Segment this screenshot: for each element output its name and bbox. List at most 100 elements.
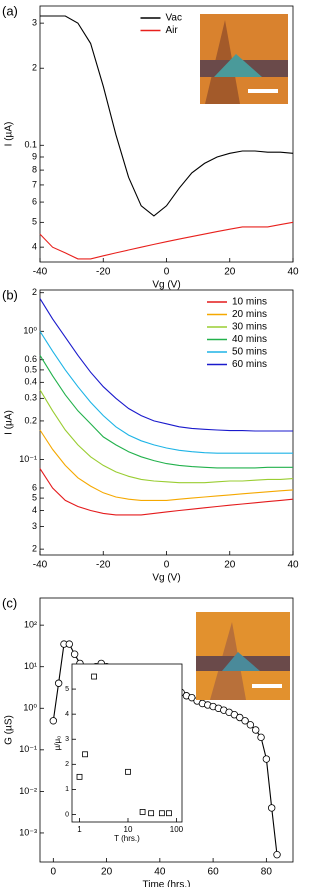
marker (267, 804, 276, 812)
marker (148, 810, 155, 817)
x-tick-label: 20 (224, 560, 236, 571)
y-tick-label: 2 (65, 761, 69, 768)
x-tick-label: -20 (96, 267, 111, 278)
x-axis-label: Vg (V) (152, 280, 180, 291)
y-tick-label: 10⁻³ (19, 827, 37, 837)
scale-bar (252, 684, 282, 688)
x-tick-label: 1 (77, 825, 82, 834)
x-tick-label: 80 (261, 867, 273, 878)
marker (54, 679, 63, 687)
y-tick-label: 0.2 (24, 415, 37, 425)
legend-label: 50 mins (232, 347, 267, 358)
y-tick-label: 3 (32, 521, 37, 531)
scale-bar (248, 89, 278, 93)
series-line (39, 298, 293, 432)
y-tick-label: 10¹ (24, 661, 37, 671)
marker (158, 810, 165, 817)
y-tick-label: 10⁻¹ (19, 454, 37, 464)
x-tick-label: 20 (224, 267, 236, 278)
marker (76, 773, 83, 780)
series-line (39, 389, 294, 484)
series-line (39, 331, 293, 454)
y-tick-label: 4 (65, 711, 69, 718)
y-tick-label: 3 (32, 18, 37, 28)
axes-frame (39, 597, 294, 863)
x-tick-label: 0 (164, 267, 170, 278)
marker (262, 755, 271, 763)
y-tick-label: 5 (32, 492, 37, 502)
marker (91, 673, 98, 680)
marker (70, 650, 79, 658)
y-axis-label: I (µA) (4, 410, 15, 435)
marker (139, 809, 146, 815)
marker (236, 713, 244, 722)
panel-label: (c) (2, 595, 17, 610)
series-line (39, 429, 294, 501)
y-tick-label: 0.3 (24, 393, 37, 403)
legend-label: 60 mins (232, 359, 267, 370)
y-tick-label: 0.1 (24, 140, 37, 150)
x-tick-label: 40 (287, 560, 299, 571)
y-tick-label: 6 (32, 482, 37, 492)
y-tick-label: 10⁰ (23, 326, 37, 336)
x-axis-label: Time (hrs.) (143, 880, 191, 887)
y-tick-label: 2 (32, 287, 37, 297)
y-tick-label: 5 (32, 217, 37, 227)
marker (65, 640, 73, 648)
x-tick-label: 100 (170, 825, 184, 834)
marker (273, 850, 281, 859)
y-tick-label: 8 (32, 164, 37, 174)
marker (166, 810, 172, 817)
x-tick-label: 40 (287, 267, 299, 278)
y-axis-label: G (µS) (4, 715, 15, 745)
legend-label: 20 mins (232, 309, 267, 320)
y-tick-label: 10⁰ (23, 703, 37, 713)
y-tick-label: 0.4 (24, 377, 37, 387)
x-tick-label: 0 (51, 867, 57, 878)
y-tick-label: 3 (65, 736, 69, 743)
y-tick-label: 1 (65, 786, 69, 793)
axes-frame (71, 663, 183, 823)
panel-label: (b) (2, 287, 18, 302)
y-tick-label: 10⁻¹ (19, 744, 37, 754)
y-tick-label: 0 (65, 811, 69, 818)
series-line (39, 221, 294, 260)
x-tick-label: 60 (208, 867, 220, 878)
x-axis-label: T (hrs.) (114, 834, 140, 843)
x-tick-label: -20 (96, 560, 111, 571)
legend-label: 10 mins (232, 297, 267, 308)
y-tick-label: 0.6 (24, 354, 37, 364)
y-tick-label: 2 (32, 63, 37, 73)
micrograph-c (196, 612, 290, 700)
series-line (39, 355, 293, 469)
y-tick-label: 6 (32, 196, 37, 206)
y-tick-label: 7 (32, 179, 37, 189)
x-tick-label: 20 (101, 867, 113, 878)
channel (222, 652, 260, 671)
micrograph-a (200, 14, 288, 104)
channel (214, 54, 262, 77)
x-axis-label: Vg (V) (152, 573, 180, 584)
marker (49, 717, 58, 725)
marker (188, 693, 196, 702)
series-line (40, 15, 294, 217)
y-tick-label: 5 (65, 686, 69, 693)
panel-label: (a) (2, 3, 18, 18)
y-axis-label: I (µA) (4, 122, 15, 147)
x-tick-label: -40 (33, 560, 48, 571)
y-tick-label: 4 (32, 242, 37, 252)
marker (125, 768, 131, 775)
legend-label: 40 mins (232, 334, 267, 345)
marker (252, 726, 260, 734)
marker (246, 721, 255, 729)
legend-label: Air (166, 25, 179, 36)
y-tick-label: 10² (24, 620, 37, 630)
marker (82, 751, 88, 758)
y-tick-label: 2 (32, 544, 37, 554)
x-tick-label: 40 (154, 867, 166, 878)
marker (241, 717, 249, 725)
legend-label: 30 mins (232, 322, 267, 333)
x-tick-label: -40 (33, 267, 48, 278)
